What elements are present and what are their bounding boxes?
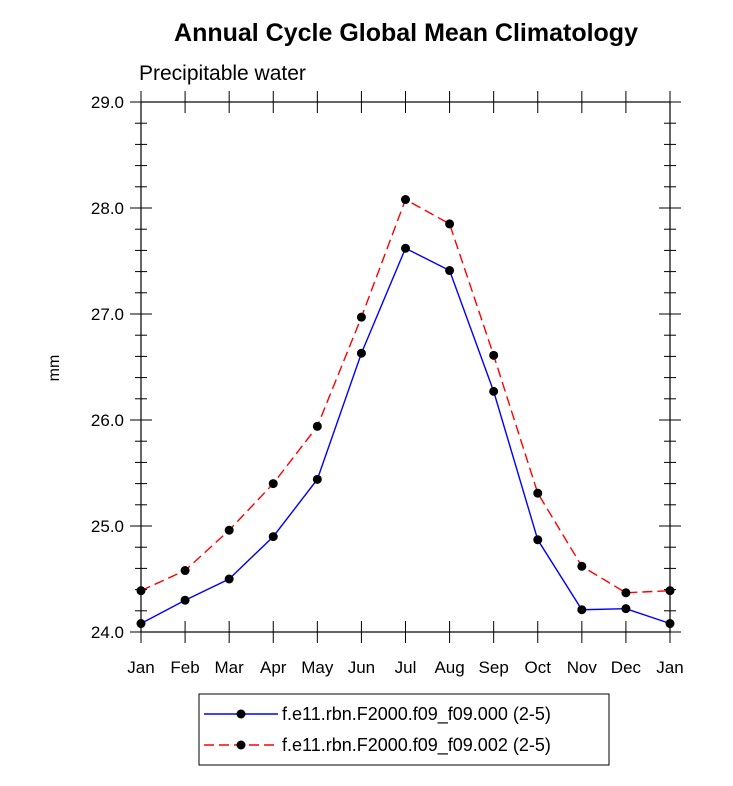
- series-2-point: [665, 586, 675, 596]
- series-line-2: [140, 198, 671, 594]
- x-tick-label: Mar: [215, 658, 245, 677]
- legend: f.e11.rbn.F2000.f09_f09.000 (2-5) f.e11.r…: [198, 693, 610, 766]
- x-tick-label: Apr: [260, 658, 287, 677]
- x-tick-label: Jun: [348, 658, 375, 677]
- series-1-point: [268, 532, 278, 542]
- series-1-point: [665, 619, 675, 629]
- series-layer: [136, 195, 675, 629]
- y-axis-label: mm: [46, 355, 63, 382]
- series-1-point: [136, 619, 146, 629]
- series-2-point: [312, 421, 322, 431]
- legend-marker-1: [236, 709, 246, 719]
- series-2-point: [268, 479, 278, 489]
- x-tick-label: Jul: [395, 658, 417, 677]
- series-1-point: [401, 243, 410, 253]
- series-1-point: [312, 474, 322, 484]
- plot-frame: [140, 101, 671, 633]
- series-1-point: [445, 266, 455, 276]
- series-1-point: [577, 605, 587, 615]
- x-tick-label: Oct: [525, 658, 552, 677]
- x-tick-label: Aug: [434, 658, 464, 677]
- y-tick-label: 24.0: [91, 623, 124, 642]
- axis-ticks: 24.0 25.0 26.0 27.0 28.0 29.0 Jan Feb Mar Apr May J…: [91, 91, 684, 677]
- x-tick-label: Jan: [656, 658, 683, 677]
- y-tick-label: 28.0: [91, 199, 124, 218]
- series-1-point: [356, 348, 366, 358]
- chart-title: Annual Cycle Global Mean Climatology: [174, 19, 638, 47]
- series-2-point: [224, 525, 234, 535]
- series-2-point: [401, 195, 410, 205]
- series-1-point: [533, 535, 543, 545]
- series-2-point: [533, 488, 543, 498]
- x-tick-label: Nov: [567, 658, 598, 677]
- series-2-point: [577, 561, 587, 571]
- x-tick-label: Jan: [127, 658, 154, 677]
- legend-label-1: f.e11.rbn.F2000.f09_f09.000 (2-5): [282, 704, 551, 725]
- legend-box: [198, 693, 610, 766]
- chart-subtitle: Precipitable water: [139, 62, 306, 85]
- y-tick-label: 25.0: [91, 517, 124, 536]
- series-2-point: [445, 219, 455, 229]
- series-line-1: [140, 247, 671, 625]
- legend-label-2: f.e11.rbn.F2000.f09_f09.002 (2-5): [282, 735, 551, 756]
- y-tick-label: 26.0: [91, 411, 124, 430]
- series-2-point: [356, 312, 366, 322]
- series-2-point: [489, 350, 499, 360]
- series-1-point: [224, 574, 234, 584]
- y-tick-label: 29.0: [91, 93, 124, 112]
- series-2-point: [621, 588, 631, 598]
- y-tick-label: 27.0: [91, 305, 124, 324]
- legend-marker-2: [236, 740, 246, 750]
- series-1-point: [489, 386, 499, 396]
- series-1-point: [180, 595, 190, 605]
- series-2-point: [180, 566, 190, 576]
- x-tick-label: Feb: [170, 658, 199, 677]
- x-tick-label: Sep: [479, 658, 509, 677]
- x-tick-label: May: [301, 658, 334, 677]
- series-1-point: [621, 604, 631, 614]
- x-tick-label: Dec: [611, 658, 642, 677]
- series-2-point: [136, 586, 146, 596]
